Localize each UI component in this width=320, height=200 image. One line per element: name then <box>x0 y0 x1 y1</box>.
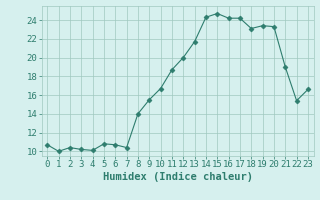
X-axis label: Humidex (Indice chaleur): Humidex (Indice chaleur) <box>103 172 252 182</box>
